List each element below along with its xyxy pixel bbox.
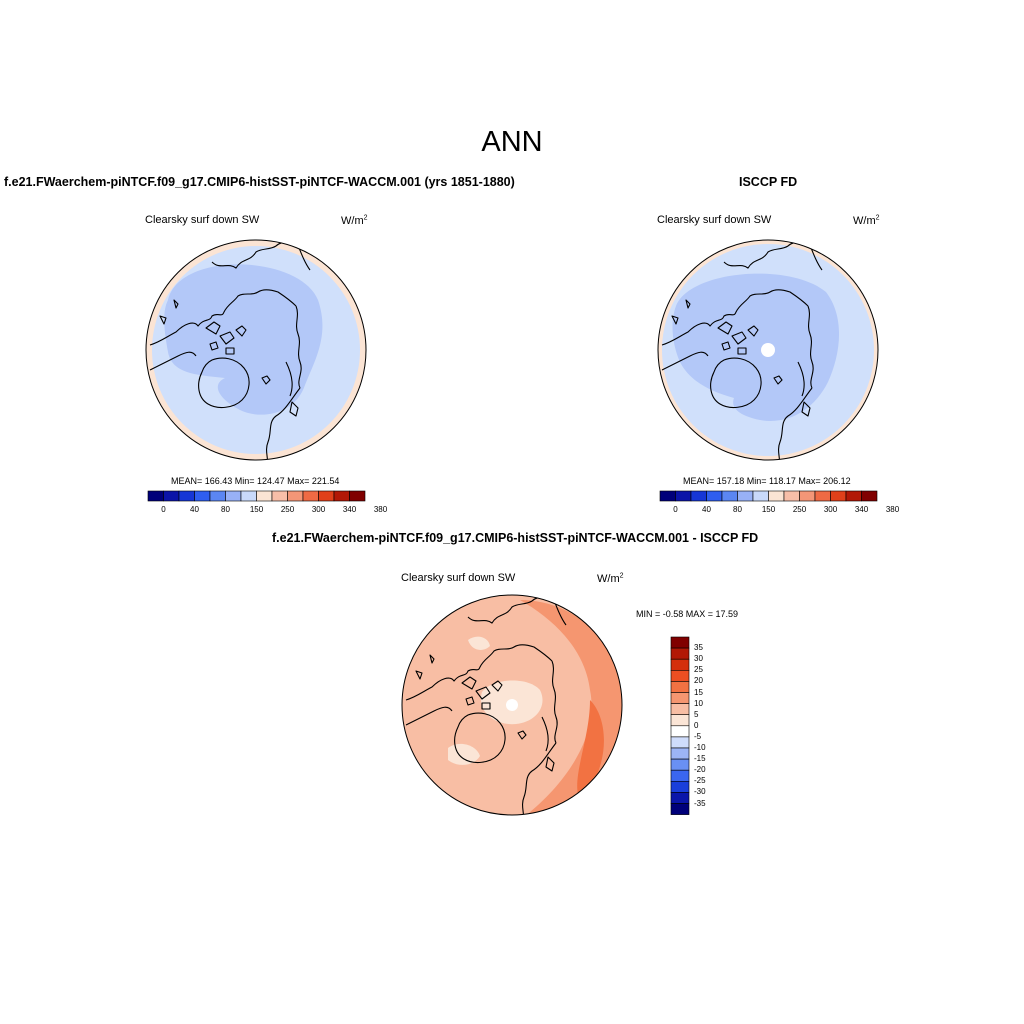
model-map [146,240,366,460]
obs-colorbar-cell [737,490,754,502]
diff-units: W/m2 [597,572,624,585]
model-colorbar-cell [302,490,319,502]
obs-colorbar-tick-label: 340 [854,505,869,514]
diff-colorbar-cell [670,658,690,671]
obs-colorbar-cell [861,490,878,502]
obs-map-border [657,239,879,461]
diff-colorbar-cell [670,736,690,749]
obs-colorbar-tick-label: 0 [673,505,678,514]
model-map-border [145,239,367,461]
diff-colorbar-cell [670,692,690,704]
diff-stats: MIN = -0.58 MAX = 17.59 [636,609,739,619]
obs-colorbar-tick-label: 300 [823,505,838,514]
diff-colorbar-tick-label: 35 [694,643,703,653]
diff-colorbar-tick-label: 15 [694,687,703,697]
diff-colorbar-cell [670,780,690,793]
obs-units: W/m2 [853,214,880,227]
obs-colorbar-cell [799,490,816,502]
diff-colorbar-tick-label: 30 [694,654,703,664]
obs-colorbar-cell [675,490,692,502]
diff-colorbar-tick-label: 10 [694,698,703,708]
model-colorbar-cell [209,490,226,502]
model-colorbar-cell [194,490,211,502]
obs-colorbar-tick-label: 40 [702,505,711,514]
model-colorbar-cell [349,490,366,502]
diff-colorbar [670,636,690,815]
diff-colorbar-tick-label: 5 [694,709,699,719]
diff-colorbar-cell [670,769,690,782]
model-variable-label: Clearsky surf down SW [145,214,260,226]
diff-colorbar-tick-label: -25 [694,776,706,786]
diff-colorbar-tick-label: -20 [694,765,706,775]
diff-map-border [401,594,623,816]
diff-colorbar-tick-label: 25 [694,665,703,675]
diff-colorbar-cell [670,714,690,727]
diff-colorbar-tick-label: 0 [694,720,699,730]
model-colorbar-cell [256,490,273,502]
model-colorbar-cell [178,490,195,502]
obs-colorbar-tick-label: 150 [761,505,776,514]
model-colorbar-cell [225,490,242,502]
diff-colorbar-tick-label: -15 [694,754,706,764]
diff-colorbar-cell [670,647,690,660]
model-colorbar-tick-label: 0 [161,505,166,514]
diff-colorbar-cell [670,703,690,715]
diff-variable-label: Clearsky surf down SW [401,572,516,584]
obs-colorbar-cell [830,490,847,502]
obs-colorbar-cell [814,490,831,502]
diff-colorbar-tick-label: -35 [694,798,706,808]
obs-colorbar-cell [659,490,676,502]
obs-variable-label: Clearsky surf down SW [657,214,772,226]
model-colorbar-cell [147,490,164,502]
obs-colorbar-tick-label: 380 [885,505,900,514]
obs-colorbar-cell [690,490,707,502]
diff-colorbar-tick-label: -30 [694,787,706,797]
obs-colorbar [659,490,878,502]
model-stats: MEAN= 166.43 Min= 124.47 Max= 221.54 [171,476,340,486]
model-colorbar-tick-label: 250 [280,505,295,514]
diff-colorbar-cell [670,747,690,760]
obs-colorbar-cell [783,490,800,502]
obs-colorbar-tick-label: 250 [792,505,807,514]
diff-colorbar-tick-label: 20 [694,676,703,686]
obs-stats: MEAN= 157.18 Min= 118.17 Max= 206.12 [683,476,851,486]
model-colorbar-cell [240,490,257,502]
obs-panel-title: ISCCP FD [739,175,798,189]
diff-colorbar-cell [670,669,690,682]
diff-colorbar-cell [670,681,690,693]
model-colorbar-cell [287,490,304,502]
model-colorbar-cell [271,490,288,502]
model-colorbar-tick-label: 380 [373,505,388,514]
obs-colorbar-cell [768,490,785,502]
model-units: W/m2 [341,214,368,227]
model-colorbar-tick-label: 40 [190,505,199,514]
diff-map [402,595,622,815]
obs-colorbar-cell [721,490,738,502]
model-colorbar-tick-label: 300 [311,505,326,514]
model-colorbar [147,490,366,502]
obs-map [658,240,878,460]
model-colorbar-tick-label: 150 [249,505,264,514]
diff-colorbar-cell [670,792,690,804]
obs-colorbar-cell [752,490,769,502]
obs-colorbar-cell [706,490,723,502]
model-colorbar-cell [163,490,180,502]
model-colorbar-cell [318,490,335,502]
model-colorbar-tick-label: 340 [342,505,357,514]
diff-colorbar-cell [670,636,690,649]
diff-colorbar-cell [670,803,690,815]
diff-colorbar-tick-label: -5 [694,731,702,741]
model-panel-title: f.e21.FWaerchem-piNTCF.f09_g17.CMIP6-his… [4,175,515,189]
diff-colorbar-cell [670,725,690,738]
model-colorbar-cell [333,490,350,502]
page-title: ANN [481,126,543,158]
obs-colorbar-tick-label: 80 [733,505,742,514]
diff-panel-title: f.e21.FWaerchem-piNTCF.f09_g17.CMIP6-his… [272,531,759,545]
obs-colorbar-cell [845,490,862,502]
model-colorbar-tick-label: 80 [221,505,230,514]
diff-colorbar-tick-label: -10 [694,743,706,752]
diff-colorbar-cell [670,758,690,771]
